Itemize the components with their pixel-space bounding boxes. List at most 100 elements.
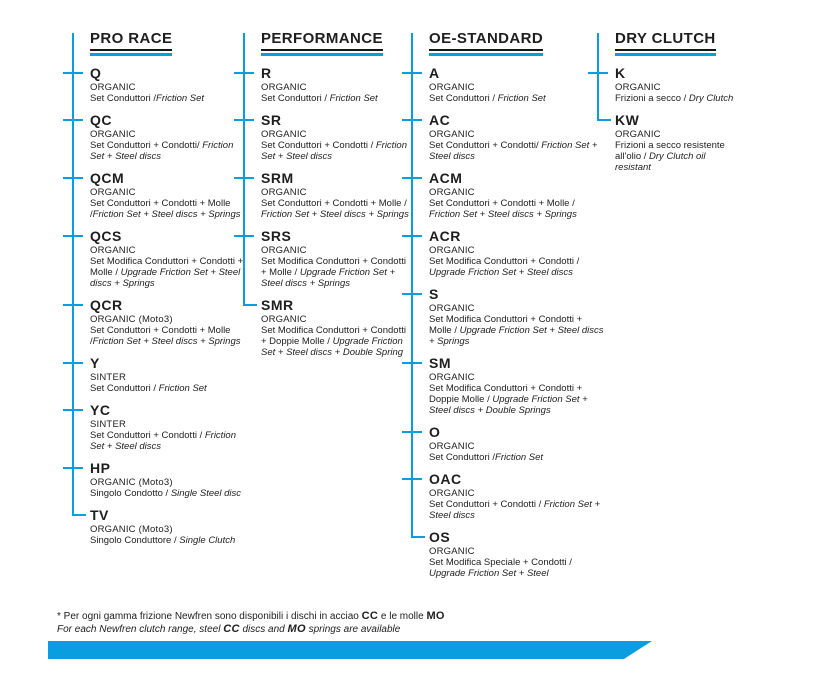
footnote-code-bold: MO bbox=[287, 623, 306, 635]
description-english: Upgrade Friction Set + Steel discs + Dou… bbox=[429, 393, 588, 416]
description-italian: Set Modifica Conduttori + Condotti + Dop… bbox=[429, 382, 583, 405]
product-description: Set Conduttori / Friction Set bbox=[429, 93, 605, 104]
product-code: ACM bbox=[429, 169, 463, 186]
product-code: O bbox=[429, 423, 441, 440]
product-code: TV bbox=[90, 506, 109, 523]
product-code-entry: SR ORGANIC Set Conduttori + Condotti / F… bbox=[234, 111, 411, 162]
entry-list: A ORGANIC Set Conduttori / Friction Set … bbox=[402, 65, 605, 579]
column-connector-line bbox=[243, 33, 245, 306]
category-title: DRY CLUTCH bbox=[615, 30, 716, 51]
material-type: ORGANIC bbox=[429, 440, 475, 452]
footnote: * Per ogni gamma frizione Newfren sono d… bbox=[57, 610, 617, 636]
description-english: Friction Set + Steel discs + Springs bbox=[261, 208, 409, 220]
description-italian: Frizioni a secco resistente all'olio / bbox=[615, 139, 725, 162]
material-type: ORGANIC bbox=[615, 128, 661, 140]
description-italian: Set Modifica Conduttori + Condotti + Mol… bbox=[90, 255, 244, 278]
product-code: HP bbox=[90, 459, 111, 476]
entry-tick bbox=[402, 361, 422, 364]
description-italian: Set Modifica Conduttori + Condotti / bbox=[429, 255, 580, 267]
description-english: Friction Set bbox=[156, 92, 205, 104]
product-code-entry: TV ORGANIC (Moto3) Singolo Conduttore / … bbox=[72, 506, 244, 546]
category-title: PERFORMANCE bbox=[261, 30, 383, 51]
description-italian: Set Conduttori / bbox=[90, 382, 159, 394]
product-code-entry: QCR ORGANIC (Moto3) Set Conduttori + Con… bbox=[63, 297, 244, 347]
category-column: DRY CLUTCH K ORGANIC Frizioni a secco / … bbox=[588, 30, 739, 182]
description-english: Friction Set bbox=[495, 451, 544, 463]
product-code-entry: QCS ORGANIC Set Modifica Conduttori + Co… bbox=[63, 227, 244, 289]
product-code: OS bbox=[429, 528, 451, 545]
product-description: Set Modifica Speciale + Condotti / Upgra… bbox=[429, 557, 605, 579]
product-code: SRS bbox=[261, 227, 292, 244]
material-type: ORGANIC bbox=[261, 81, 307, 93]
product-code: K bbox=[615, 64, 626, 81]
product-code: SR bbox=[261, 111, 282, 128]
footnote-text-segment: * Per ogni gamma frizione Newfren sono d… bbox=[57, 611, 362, 622]
description-italian: Set Conduttori / bbox=[261, 92, 330, 104]
product-code-entry: OS ORGANIC Set Modifica Speciale + Condo… bbox=[411, 528, 605, 579]
description-italian: Set Modifica Conduttori + Condotti + Mol… bbox=[429, 313, 583, 336]
material-type: ORGANIC bbox=[90, 128, 136, 140]
product-code-entry: SMR ORGANIC Set Modifica Conduttori + Co… bbox=[243, 297, 411, 358]
product-description: Set Modifica Conduttori + Condotti + Mol… bbox=[90, 256, 244, 289]
product-description: Set Modifica Conduttori + Condotti + Mol… bbox=[429, 314, 605, 347]
description-english: Friction Set + Steel discs + Springs bbox=[429, 208, 577, 220]
product-code-entry: Q ORGANIC Set Conduttori /Friction Set bbox=[63, 65, 244, 104]
description-italian: Set Conduttori / bbox=[429, 92, 498, 104]
product-code: R bbox=[261, 64, 272, 81]
entry-tick bbox=[402, 292, 422, 295]
description-english: Single Clutch bbox=[179, 534, 236, 546]
material-type: SINTER bbox=[90, 371, 127, 383]
column-connector-line bbox=[411, 33, 413, 538]
product-code-entry: O ORGANIC Set Conduttori /Friction Set bbox=[402, 423, 605, 463]
entry-tick bbox=[402, 118, 422, 121]
description-english: Upgrade Friction Set + Steel discs + Dou… bbox=[261, 335, 404, 358]
description-italian: Set Conduttori / bbox=[90, 92, 157, 104]
bottom-accent-bar bbox=[48, 641, 652, 659]
material-type: ORGANIC bbox=[90, 81, 136, 93]
product-description: Set Conduttori + Condotti/ Friction Set … bbox=[90, 140, 244, 162]
product-code-entry: KW ORGANIC Frizioni a secco resistente a… bbox=[597, 111, 739, 173]
entry-tick bbox=[588, 71, 608, 74]
entry-tick bbox=[63, 466, 83, 469]
description-english: Friction Set + Steel discs bbox=[261, 139, 408, 162]
product-code: QCS bbox=[90, 227, 122, 244]
category-header: OE-STANDARD bbox=[429, 30, 544, 56]
product-code: OAC bbox=[429, 470, 462, 487]
product-code-entry: R ORGANIC Set Conduttori / Friction Set bbox=[234, 64, 411, 104]
description-english: Friction Set + Steel discs + Springs bbox=[92, 208, 241, 220]
description-english: Upgrade Friction Set + Steel discs bbox=[429, 266, 573, 278]
entry-tick bbox=[411, 535, 425, 538]
product-description: Singolo Condotto / Single Steel disc bbox=[90, 488, 244, 499]
material-type: ORGANIC bbox=[429, 186, 475, 198]
product-description: Set Conduttori / Friction Set bbox=[261, 93, 411, 104]
product-description: Frizioni a secco resistente all'olio / D… bbox=[615, 140, 739, 173]
material-type: ORGANIC (Moto3) bbox=[90, 523, 173, 535]
footnote-text-segment: e le molle bbox=[378, 611, 427, 622]
entry-tick bbox=[63, 408, 83, 411]
product-description: Set Conduttori /Friction Set bbox=[90, 93, 244, 104]
product-code: SM bbox=[429, 354, 451, 371]
product-code: AC bbox=[429, 111, 451, 128]
entry-list: R ORGANIC Set Conduttori / Friction Set … bbox=[234, 64, 411, 358]
footnote-code-bold: MO bbox=[426, 610, 445, 622]
description-italian: Set Conduttori + Condotti / bbox=[429, 498, 544, 510]
description-italian: Set Conduttori + Condotti / bbox=[90, 429, 205, 441]
product-description: Frizioni a secco / Dry Clutch bbox=[615, 93, 739, 104]
product-code: QCM bbox=[90, 169, 125, 186]
description-italian: Set Conduttori + Condotti/ bbox=[90, 139, 203, 151]
entry-tick bbox=[243, 303, 257, 306]
description-italian: Singolo Conduttore / bbox=[90, 534, 180, 546]
entry-tick bbox=[63, 234, 83, 237]
product-code: SRM bbox=[261, 169, 294, 186]
product-code-entry: ACM ORGANIC Set Conduttori + Condotti + … bbox=[402, 169, 605, 220]
description-english: Single Steel disc bbox=[170, 487, 242, 499]
description-english: Friction Set bbox=[329, 92, 378, 104]
product-description: Singolo Conduttore / Single Clutch bbox=[90, 535, 244, 546]
material-type: ORGANIC (Moto3) bbox=[90, 476, 173, 488]
category-header: DRY CLUTCH bbox=[615, 30, 716, 56]
product-code: KW bbox=[615, 111, 640, 128]
entry-list: Q ORGANIC Set Conduttori /Friction Set Q… bbox=[63, 65, 244, 546]
category-column: OE-STANDARD A ORGANIC Set Conduttori / F… bbox=[402, 30, 605, 588]
product-description: Set Conduttori /Friction Set bbox=[429, 452, 605, 463]
